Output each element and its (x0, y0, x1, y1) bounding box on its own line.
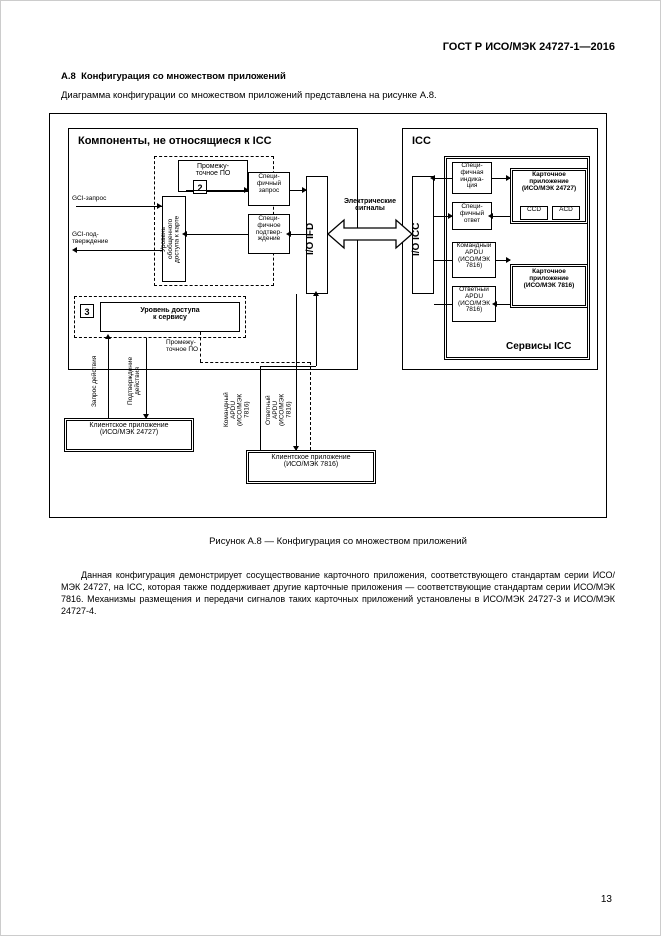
lbl-spec-req: Специ-фичныйзапрос (248, 174, 290, 194)
lbl-gci-req: GCI-запрос (72, 196, 127, 203)
lbl-ans-apdu2: ОтветныйAPDU(ИСО/МЭК7816) (266, 380, 286, 440)
card-app-7816: Карточноеприложение(ИСО/МЭК 7816) (510, 269, 588, 289)
lbl-req-action: Запрос действия (92, 348, 106, 414)
lbl-spec-conf: Специ-фичноеподтвер-ждение (248, 216, 290, 243)
client-app-24727: Клиентское приложение(ИСО/МЭК 24727) (64, 422, 194, 437)
page-number: 13 (601, 894, 612, 905)
doc-header: ГОСТ Р ИСО/МЭК 24727-1—2016 (61, 41, 615, 53)
io-ifd: I/O IFD (306, 209, 328, 269)
section-heading: А.8 Конфигурация со множеством приложени… (61, 71, 615, 82)
group-left-title: Компоненты, не относящиеся к ICC (78, 136, 338, 148)
figure-a8: Компоненты, не относящиеся к ICC Промежу… (49, 113, 607, 518)
lbl-spec-ans: Специ-фичныйответ (452, 204, 492, 224)
figure-caption: Рисунок А.8 — Конфигурация со множеством… (61, 536, 615, 547)
acd: ACD (552, 207, 580, 214)
num-2: 2 (193, 180, 207, 194)
io-icc: I/O ICC (412, 209, 434, 269)
icc-services: Сервисы ICC (506, 342, 571, 353)
box-card-access: Уровеньобобщенногодоступа к карте (161, 199, 185, 279)
lbl-cmd-apdu: КомандныйAPDU(ИСО/МЭК7816) (452, 243, 496, 270)
lbl-spec-ind: Специ-фичнаяиндика-ция (452, 163, 492, 190)
lbl-ans-apdu: ОтветныйAPDU(ИСО/МЭК7816) (452, 287, 496, 314)
card-app-24727: Карточноеприложение(ИСО/МЭК 24727) (510, 172, 588, 192)
body-paragraph: Данная конфигурация демонстрирует сосуще… (61, 569, 615, 618)
lbl-cmd-apdu2: КомандныйAPDU(ИСО/МЭК7816) (224, 380, 244, 440)
lbl-gci-conf: GCI-под-тверждение (72, 232, 122, 246)
lbl-conf-action: Подтверждениедействия (128, 348, 144, 414)
client-app-7816: Клиентское приложение(ИСО/МЭК 7816) (246, 454, 376, 469)
intro-text: Диаграмма конфигурации со множеством при… (61, 90, 615, 101)
lbl-prom2: Промежу-точное ПО (166, 340, 222, 354)
lbl-elec: Электрическиесигналы (332, 198, 408, 213)
box-prom-po: Промежу-точное ПО (178, 163, 248, 178)
group-right-title: ICC (412, 136, 431, 148)
ccd: CCD (520, 207, 548, 214)
